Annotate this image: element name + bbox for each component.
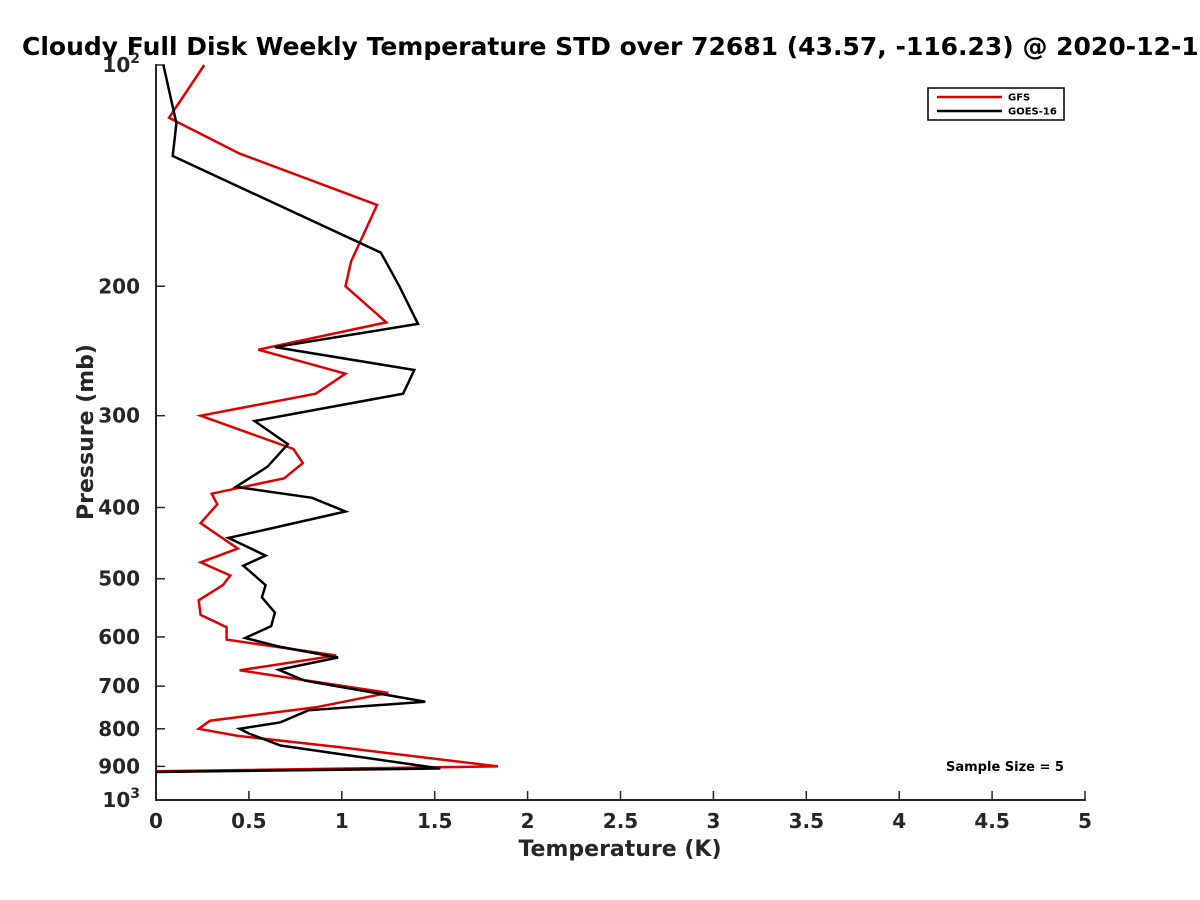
- legend-box: [927, 87, 1065, 121]
- y-tick-exponent: 3: [130, 786, 140, 802]
- x-tick-label: 3: [706, 809, 720, 833]
- x-tick-label: 4.5: [974, 809, 1009, 833]
- y-tick-label: 700: [98, 674, 140, 698]
- y-tick-label: 200: [98, 274, 140, 298]
- series-layer: [155, 64, 499, 774]
- x-tick-label: 4: [892, 809, 906, 833]
- y-tick-label: 102: [102, 51, 140, 77]
- x-tick-label: 0.5: [231, 809, 266, 833]
- y-tick-label: 103: [102, 786, 140, 812]
- x-tick-label: 1.5: [417, 809, 452, 833]
- y-tick-label: 500: [98, 567, 140, 591]
- x-axis-label: Temperature (K): [518, 837, 721, 862]
- y-tick-label: 300: [98, 404, 140, 428]
- y-tick-label: 400: [98, 496, 140, 520]
- series-line-gfs: [155, 64, 499, 773]
- x-tick-label: 1: [335, 809, 349, 833]
- y-tick-label: 800: [98, 717, 140, 741]
- legend-label: GOES-16: [1008, 107, 1057, 118]
- y-tick-label: 600: [98, 625, 140, 649]
- x-tick-label: 3.5: [789, 809, 824, 833]
- series-line-goes-16: [155, 64, 441, 774]
- sample-size-annotation: Sample Size = 5: [946, 760, 1064, 775]
- y-axis-label: Pressure (mb): [74, 344, 99, 520]
- y-tick-exponent: 2: [130, 51, 140, 67]
- chart-title: Cloudy Full Disk Weekly Temperature STD …: [22, 32, 1199, 61]
- x-axis-ticks: 0 0.5 1 1.5 2 2.5 3 3.5 4 4.5 5: [149, 791, 1092, 833]
- y-tick-base: 10: [102, 53, 130, 77]
- x-tick-label: 2.5: [603, 809, 638, 833]
- y-tick-label: 900: [98, 754, 140, 778]
- legend-label: GFS: [1008, 93, 1030, 104]
- legend: GFS GOES-16: [927, 87, 1065, 121]
- x-tick-label: 2: [521, 809, 535, 833]
- x-tick-label: 5: [1078, 809, 1092, 833]
- x-tick-label: 0: [149, 809, 163, 833]
- y-tick-base: 10: [102, 788, 130, 812]
